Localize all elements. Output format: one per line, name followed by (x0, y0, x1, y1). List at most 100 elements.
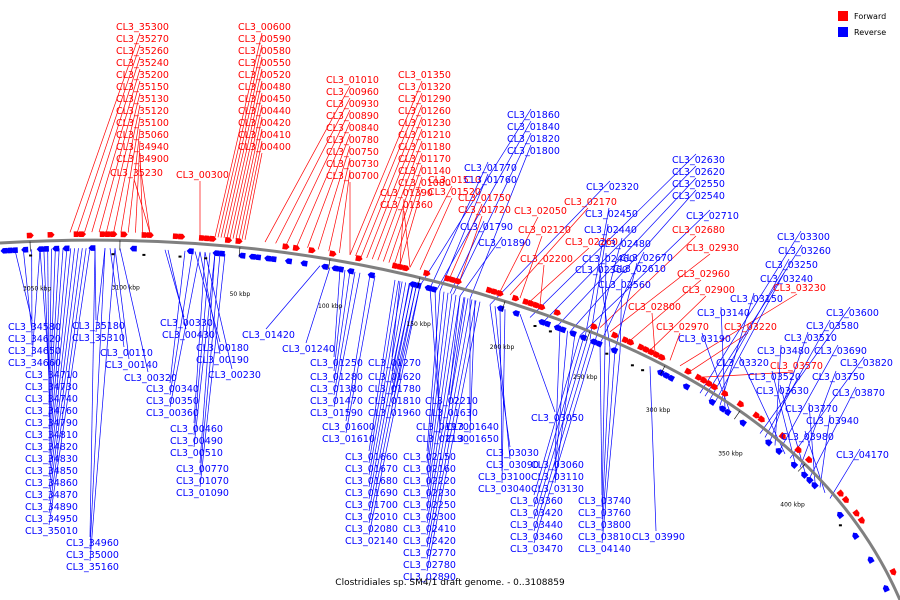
reverse-gene-label: CL3_02630 (672, 155, 725, 166)
forward-gene-label: CL3_01140 (398, 166, 451, 177)
forward-leader-line (419, 197, 453, 270)
reverse-leader-line (533, 335, 581, 496)
reverse-gene-arrow (667, 374, 675, 382)
forward-gene-label: CL3_01230 (398, 118, 451, 129)
forward-gene-arrow (282, 243, 290, 250)
reverse-leader-line (771, 370, 796, 463)
reverse-leader-line (333, 272, 361, 408)
reverse-gene-arrow (269, 256, 277, 263)
reverse-gene-label: CL3_01970 (416, 422, 469, 433)
forward-gene-arrow (752, 411, 760, 419)
reverse-leader-line (764, 319, 831, 438)
reverse-leader-line (48, 248, 83, 502)
forward-gene-label: CL3_35260 (116, 46, 169, 57)
forward-leader-line (519, 235, 543, 299)
forward-gene-arrow (590, 322, 598, 330)
reverse-gene-label: CL3_00110 (100, 348, 153, 359)
forward-leader-line (394, 176, 423, 264)
forward-leader-line (449, 203, 483, 278)
reverse-leader-line (809, 386, 857, 478)
forward-leader-line (220, 56, 263, 238)
forward-gene-arrow (532, 301, 541, 309)
reverse-gene-label: CL3_03770 (785, 404, 838, 415)
reverse-gene-label: CL3_03510 (784, 333, 837, 344)
forward-gene-arrow (511, 294, 520, 302)
reverse-leader-line (501, 309, 506, 484)
reverse-leader-line (714, 272, 785, 403)
reverse-gene-label: CL3_01810 (368, 396, 421, 407)
forward-gene-arrow (209, 235, 217, 242)
forward-gene-arrow (841, 495, 850, 503)
forward-gene-label: CL3_00400 (238, 142, 291, 153)
reverse-gene-label: CL3_03980 (781, 432, 834, 443)
reverse-gene-label: CL3_01250 (310, 358, 363, 369)
reverse-gene-label: CL3_02300 (403, 512, 456, 523)
forward-gene-arrow (857, 516, 865, 524)
reverse-leader-line (22, 249, 33, 334)
forward-leader-line (285, 109, 351, 245)
forward-gene-arrow (235, 238, 243, 245)
reverse-leader-line (31, 249, 41, 358)
reverse-gene-label: CL3_02230 (403, 488, 456, 499)
reverse-gene-arrow (512, 310, 521, 317)
reverse-gene-label: CL3_01690 (345, 488, 398, 499)
forward-leader-line (360, 104, 423, 258)
reverse-leader-line (499, 307, 503, 472)
feature-marker (29, 254, 33, 257)
reverse-gene-arrow (543, 320, 552, 328)
reverse-leader-line (719, 292, 755, 406)
forward-gene-arrow (852, 509, 860, 517)
forward-gene-arrow (329, 250, 337, 257)
forward-gene-arrow (553, 308, 561, 316)
forward-leader-line (409, 185, 453, 268)
forward-gene-arrow (621, 336, 629, 344)
forward-gene-label: CL3_01080 (398, 178, 451, 189)
forward-gene-label: CL3_03220 (724, 322, 777, 333)
forward-leader-line (371, 128, 423, 260)
reverse-gene-label: CL3_01960 (368, 408, 421, 419)
reverse-gene-label: CL3_03060 (531, 460, 584, 471)
forward-gene-arrow (537, 303, 546, 311)
reverse-leader-line (199, 253, 221, 476)
reverse-gene-label: CL3_00360 (146, 408, 199, 419)
reverse-leader-line (169, 251, 201, 408)
forward-gene-label: CL3_01720 (458, 205, 511, 216)
reverse-gene-arrow (409, 281, 417, 288)
reverse-gene-label: CL3_03870 (832, 388, 885, 399)
reverse-leader-line (569, 189, 697, 332)
forward-gene-label: CL3_00550 (238, 58, 291, 69)
forward-leader-line (509, 207, 589, 296)
reverse-leader-line (368, 283, 414, 512)
reverse-leader-line (333, 269, 346, 372)
reverse-leader-line (368, 280, 399, 464)
reverse-gene-label: CL3_03460 (510, 532, 563, 543)
forward-gene-arrow (454, 277, 462, 285)
forward-leader-line (229, 92, 263, 239)
reverse-gene-label: CL3_02540 (672, 191, 725, 202)
reverse-gene-label: CL3_03250 (765, 260, 818, 271)
reverse-leader-line (193, 252, 216, 448)
scale-tick-mark (238, 247, 241, 258)
reverse-leader-line (709, 258, 790, 400)
reverse-gene-arrow (62, 245, 70, 252)
reverse-gene-label: CL3_02420 (403, 536, 456, 547)
reverse-gene-arrow (88, 245, 96, 251)
reverse-gene-label: CL3_02620 (672, 167, 725, 178)
forward-gene-label: CL3_00300 (176, 170, 229, 181)
reverse-leader-line (469, 300, 476, 434)
reverse-leader-line (598, 263, 611, 348)
reverse-leader-line (265, 265, 321, 330)
forward-gene-arrow (705, 379, 713, 387)
forward-leader-line (339, 169, 351, 254)
reverse-gene-label: CL3_00490 (170, 436, 223, 447)
reverse-gene-label: CL3_03440 (510, 520, 563, 531)
forward-gene-arrow (224, 237, 233, 244)
reverse-gene-label: CL3_02710 (686, 211, 739, 222)
reverse-gene-label: CL3_35310 (72, 333, 125, 344)
forward-gene-arrow (626, 338, 635, 346)
forward-leader-line (238, 128, 263, 240)
forward-gene-label: CL3_35200 (116, 70, 169, 81)
reverse-gene-arrow (52, 245, 60, 252)
reverse-leader-line (109, 248, 125, 348)
reverse-leader-line (426, 299, 473, 548)
